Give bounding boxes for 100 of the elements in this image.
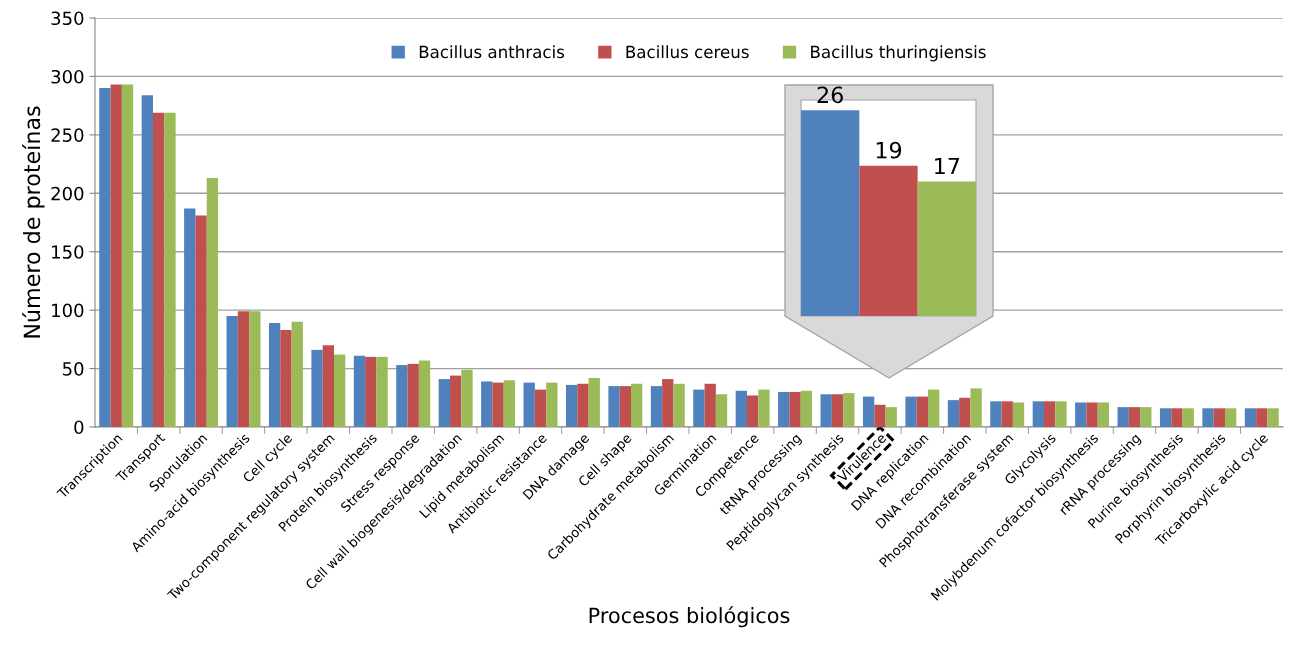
bar [1012, 402, 1025, 427]
y-tick-label: 300 [51, 69, 84, 84]
bar [1128, 407, 1141, 427]
bar [195, 215, 207, 427]
bar [418, 360, 431, 427]
bar [758, 389, 770, 427]
bar [1097, 402, 1110, 427]
bar [438, 379, 450, 427]
data-label: 26 [817, 86, 843, 104]
bar [206, 178, 219, 427]
bar [905, 396, 917, 427]
bar [523, 382, 535, 427]
x-axis-title: Procesos biológicos [589, 606, 790, 628]
legend-label: Bacillus cereus [626, 45, 749, 59]
bar [1182, 408, 1194, 427]
bar [226, 315, 238, 427]
bar [990, 401, 1002, 427]
bar [1001, 401, 1013, 427]
bar [1171, 408, 1183, 427]
bar [704, 383, 716, 427]
bar [831, 394, 844, 427]
bar [1225, 408, 1237, 427]
bar [291, 321, 303, 427]
bar [268, 323, 281, 427]
bar [577, 383, 589, 427]
bar [673, 383, 685, 427]
bar [565, 384, 578, 427]
bar [1256, 408, 1268, 427]
bar [947, 400, 960, 427]
bar [141, 95, 153, 427]
bar [928, 389, 940, 427]
bar [588, 377, 600, 427]
bar [1043, 401, 1056, 427]
bar [184, 208, 196, 427]
bar [164, 112, 176, 427]
bar [800, 390, 813, 427]
bar [280, 330, 292, 427]
bar [916, 396, 929, 427]
bar [546, 382, 558, 427]
bar [874, 404, 886, 427]
bar [311, 349, 323, 427]
bar [1055, 401, 1067, 427]
y-axis-title: Número de proteínas [22, 106, 45, 338]
bar [650, 386, 663, 427]
bar [396, 365, 408, 427]
bar [1086, 402, 1098, 427]
bar [99, 88, 111, 427]
bar [322, 345, 335, 427]
bar [789, 391, 801, 427]
y-tick-label: 250 [51, 128, 84, 142]
y-tick-label: 0 [74, 420, 84, 435]
bar [461, 369, 473, 427]
bar [376, 356, 388, 427]
bar [820, 394, 832, 427]
bar [1159, 408, 1172, 427]
bar [492, 382, 504, 427]
bar [407, 363, 419, 427]
legend-label: Bacillus thuringiensis [811, 45, 986, 62]
bar [693, 389, 705, 427]
bar [843, 393, 855, 427]
bar [1213, 408, 1226, 427]
bar [481, 381, 493, 427]
y-tick-label: 100 [52, 303, 84, 318]
bar [534, 389, 547, 427]
data-label: 19 [876, 141, 902, 159]
bar [237, 311, 250, 427]
bar [959, 397, 971, 427]
y-tick-label: 150 [52, 245, 84, 259]
bar [353, 355, 366, 427]
bar [1075, 402, 1087, 427]
data-label: 17 [935, 157, 960, 175]
y-tick-label: 200 [51, 186, 84, 201]
bar [1117, 407, 1129, 427]
bar [1202, 408, 1214, 427]
bar [631, 383, 643, 427]
bar [334, 354, 346, 427]
bar [862, 396, 875, 427]
legend-label: Bacillus anthracis [419, 45, 565, 59]
bar [619, 386, 632, 427]
bar [121, 84, 134, 427]
y-tick-label: 50 [63, 362, 84, 376]
bar [778, 391, 790, 427]
bar [735, 390, 747, 427]
bar [365, 356, 377, 427]
bar [1032, 401, 1044, 427]
bar [110, 84, 122, 427]
bar [152, 112, 165, 427]
bar [715, 394, 728, 427]
bar [503, 380, 516, 427]
bar [608, 386, 620, 427]
y-tick-label: 350 [51, 11, 84, 26]
bar [249, 311, 261, 427]
bar [746, 395, 759, 427]
bar [970, 388, 982, 427]
bar [885, 407, 897, 427]
bar [1140, 407, 1152, 427]
bar [1267, 408, 1279, 427]
bar [662, 379, 674, 427]
bar [1244, 408, 1257, 427]
bar [449, 375, 462, 427]
